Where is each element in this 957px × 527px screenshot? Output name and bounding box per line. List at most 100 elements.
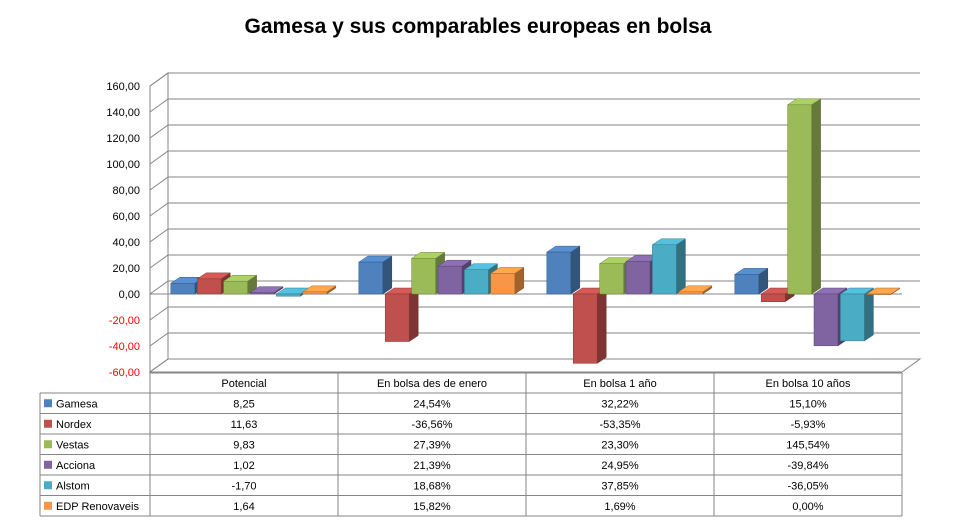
legend-key [44,419,52,428]
bar-side [570,245,581,295]
bar-front [840,293,865,342]
gridline [149,98,920,113]
table-header-cell: En bolsa 10 años [765,378,851,390]
table-value-cell: 18,68% [413,480,451,492]
table-value-cell: 24,95% [601,460,639,472]
gridline [149,358,920,373]
table-value-cell: -53,35% [600,419,641,431]
bar-front [249,292,275,295]
bar-front [276,293,301,297]
bar-front [170,283,196,295]
bar-side [596,287,607,364]
bar-front [599,263,624,295]
table-series-name: Vestas [56,439,90,451]
bar-front [652,244,677,295]
table-value-cell: 27,39% [413,439,451,451]
bar-gamesa-1 [357,255,393,295]
y-tick-label: 60,00 [112,211,140,223]
y-tick-label: 120,00 [106,133,140,145]
bar-front [760,293,786,302]
bar-alstom-3 [839,287,875,342]
table-value-cell: 23,30% [601,439,639,451]
bar-front [625,261,651,295]
bar-vestas-3 [786,98,822,295]
table-value-cell: 1,69% [604,501,635,513]
table-value-cell: 15,10% [789,398,827,410]
y-tick-label: -60,00 [109,367,140,379]
bar-edp-renovaveis-3 [865,287,901,296]
table-value-cell: 1,02 [233,460,254,472]
table-value-cell: -1,70 [231,480,256,492]
table-value-cell: 21,39% [413,460,451,472]
floor [148,358,922,373]
y-tick-label: 140,00 [106,107,140,119]
bar-side [382,255,393,295]
table-value-cell: -5,93% [791,419,826,431]
bar-vestas-0 [222,274,258,295]
bar-front [734,274,760,295]
bar-front [678,291,704,295]
y-axis: -60,00 -40,00 -20,00 0,00 20,00 40,00 60,00 80,… [106,81,140,379]
y-tick-label: 100,00 [106,159,140,171]
y-tick-label: 20,00 [112,263,140,275]
table-series-name: Alstom [56,480,90,492]
bar-side [864,287,874,342]
table-value-cell: 15,82% [413,501,451,513]
table-header-cell: Potencial [221,378,266,390]
bar-gamesa-2 [545,245,581,295]
gridline [149,332,920,347]
y-tick-label: 0,00 [119,289,140,301]
table-series-name: Gamesa [56,398,98,410]
gridline [149,306,920,321]
table-value-cell: 11,63 [231,419,258,431]
table-value-cell: 8,25 [233,398,254,410]
bars [169,98,901,364]
gridline [149,150,920,165]
bar-front [437,265,463,295]
table-value-cell: 9,83 [233,439,254,451]
data-table: Potencial En bolsa des de enero En bolsa 1… [39,372,903,517]
bar-front [490,273,516,295]
table-value-cell: 24,54% [413,398,451,410]
y-tick-label: 160,00 [106,81,140,93]
legend-key [44,481,52,490]
bar-front [787,104,812,295]
gridline [149,176,920,191]
bar-front [572,293,598,364]
y-tick-label: 80,00 [112,185,140,197]
legend-key [44,501,52,510]
bar-side [676,238,686,295]
table-series-name: Acciona [56,460,96,472]
gridline [149,124,920,139]
bar-front [866,293,892,295]
bar-side [408,287,419,342]
table-value-cell: -36,56% [412,419,453,431]
bar-acciona-0 [249,286,284,295]
y-tick-label: -40,00 [109,341,140,353]
gridline [149,228,920,243]
gridline [149,72,920,87]
table-value-cell: 1,64 [233,501,254,513]
bar-gamesa-3 [733,267,769,295]
table-header-cell: En bolsa des de enero [377,378,487,390]
table-value-cell: 32,22% [601,398,639,410]
y-tick-label: -20,00 [109,315,140,327]
bar-front [384,293,410,342]
bar-front [302,291,328,295]
side-wall [149,72,169,373]
chart-title: Gamesa y sus comparables europeas en bol… [245,15,712,38]
bar-side [811,98,821,295]
legend-key [44,460,52,469]
table-series-name: Nordex [56,419,92,431]
bar-nordex-1 [384,287,420,342]
legend-key [44,399,52,408]
table-value-cell: -39,84% [788,460,829,472]
bar-edp-renovaveis-2 [677,285,713,295]
y-tick-label: 40,00 [112,237,140,249]
bar-front [358,261,384,295]
bar-front [464,269,489,295]
legend-key [44,440,52,449]
bar-nordex-2 [572,287,608,364]
table-header-cell: En bolsa 1 año [583,378,656,390]
